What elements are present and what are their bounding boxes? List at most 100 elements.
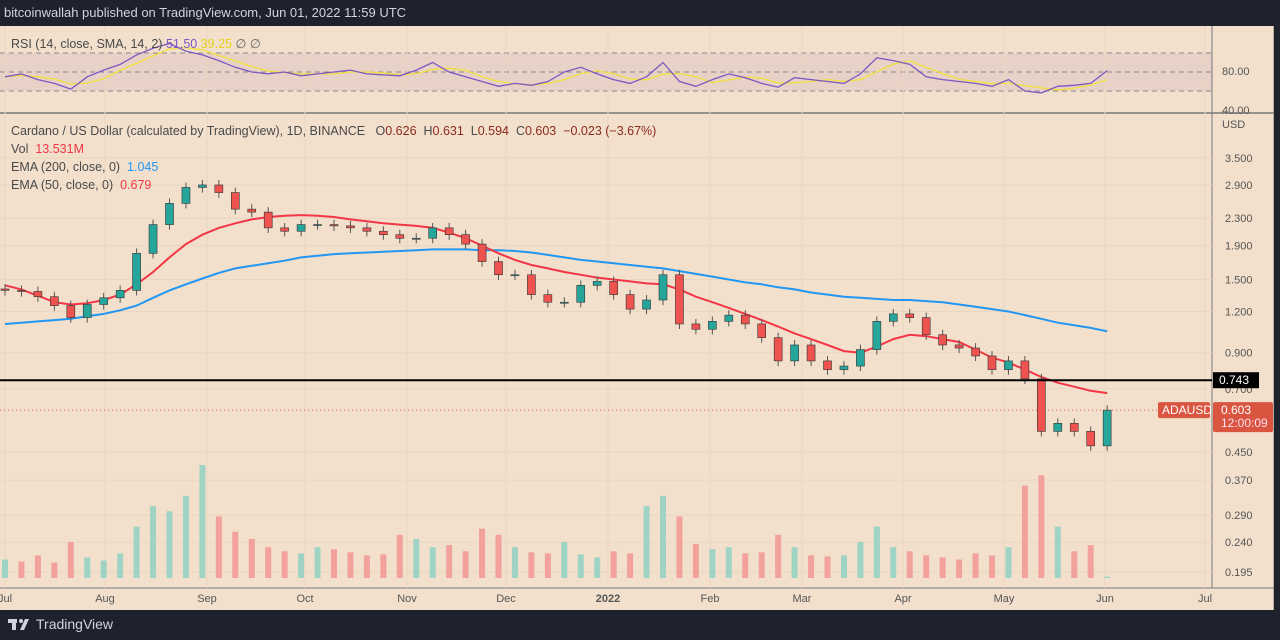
symbol-tag [1158,402,1210,419]
volume-bar [791,547,798,578]
volume-bar [840,555,847,578]
ema50-label: EMA (50, close, 0) [11,178,114,192]
candle-body [247,208,257,213]
high-label: H [423,124,433,138]
last-price-tag [1213,402,1273,433]
candle-body [379,230,388,235]
volume-bar [890,547,897,578]
volume-bar [265,547,272,578]
candle-body [329,224,339,227]
volume-bar [331,549,337,578]
volume-bar [742,553,749,578]
candle-body [675,274,684,325]
volume-bar [939,557,946,578]
candle-body [132,253,141,291]
volume-bar [725,547,732,578]
countdown-label: 12:00:09 [1221,416,1268,430]
volume-bar [627,553,634,578]
rsi-line [4,42,1108,94]
volume-bar [363,555,370,578]
volume-bar [1038,475,1045,578]
price-tick-label: 0.370 [1225,475,1253,487]
change-value: −0.023 (−3.67%) [563,124,657,138]
volume-bar [199,465,206,578]
time-tick-label: Mar [793,593,812,605]
candle-body [839,365,849,370]
candle-body [971,347,980,357]
volume-bar [298,553,305,578]
candle-body [790,344,799,362]
candle-body [1053,423,1063,432]
brand-name: TradingView [36,616,114,632]
time-tick-label: Jun [1096,593,1114,605]
volume-bar [1071,551,1078,578]
volume-bar [808,555,815,578]
hline-price-tag [1213,372,1259,389]
symbol-title[interactable]: Cardano / US Dollar (calculated by Tradi… [11,124,366,138]
high-value: 0.631 [432,124,464,138]
volume-bar [643,506,650,578]
volume-bar [989,555,995,578]
volume-bar [100,560,107,578]
volume-bar [775,534,782,578]
volume-bar [281,551,288,578]
candle-body [428,227,438,239]
volume-bar [1087,545,1094,578]
candle-body [50,296,59,306]
rsi-legend[interactable]: RSI (14, close, SMA, 14, 2) 51.50 39.25 … [11,36,261,51]
volume-value: 13.531M [35,142,84,156]
rsi-sma-value: 39.25 [200,37,232,51]
tradingview-logo[interactable]: TradingView [8,616,113,632]
candle-body [576,285,586,303]
candle-body [66,305,76,318]
volume-bar [577,554,584,578]
volume-bar [117,553,124,578]
candle-body [740,314,750,325]
chart-area[interactable]: 3.500 2.900 2.300 1.900 1.500 1.200 0.900 0.700… [0,26,1274,610]
candle-body [806,344,816,362]
candle-body [609,281,618,295]
volume-bar [873,526,880,578]
volume-bar [610,551,617,578]
volume-bar [429,547,436,578]
candle-body [82,304,92,318]
candle-body [691,323,701,330]
volume-bar [824,556,831,578]
price-tick-label: 0.240 [1225,537,1253,549]
time-tick-label: 2022 [596,593,620,605]
time-tick-label: Oct [296,593,313,605]
candle-body [773,337,783,362]
volume-bar [594,557,601,578]
volume-bar [133,526,140,578]
candle-body [559,301,569,304]
volume-bar [660,495,666,578]
rsi-tick-label: 80.00 [1222,66,1250,78]
time-tick-label: Feb [701,593,720,605]
volume-bar [150,506,157,578]
volume-bar [544,553,551,578]
volume-bar [1005,547,1012,578]
candle-body [527,274,536,295]
chart-canvas[interactable]: 3.5002.9002.3001.9001.5001.2000.9000.700… [0,26,1274,610]
candle-body [856,349,865,367]
candle-body [33,291,43,298]
candle-body [888,313,898,322]
volume-bar [857,542,864,578]
price-tick-label: 1.200 [1225,306,1253,318]
volume-bar [1104,576,1111,578]
price-tick-label: 0.195 [1225,567,1253,579]
main-legend: Cardano / US Dollar (calculated by Tradi… [11,122,656,194]
volume-bar [67,542,74,578]
visibility-icons[interactable]: ∅ ∅ [235,37,261,51]
volume-bar [528,552,535,578]
price-tick-label: 0.450 [1225,447,1253,459]
volume-bar [166,511,173,578]
close-value: 0.603 [524,124,557,138]
price-tick-label: 0.900 [1225,348,1253,360]
ema200-value: 1.045 [127,160,159,174]
candle-body [115,290,125,299]
candle-body [1086,431,1095,447]
low-label: L [470,124,478,138]
candle-body [921,317,931,336]
volume-bar [495,534,502,578]
